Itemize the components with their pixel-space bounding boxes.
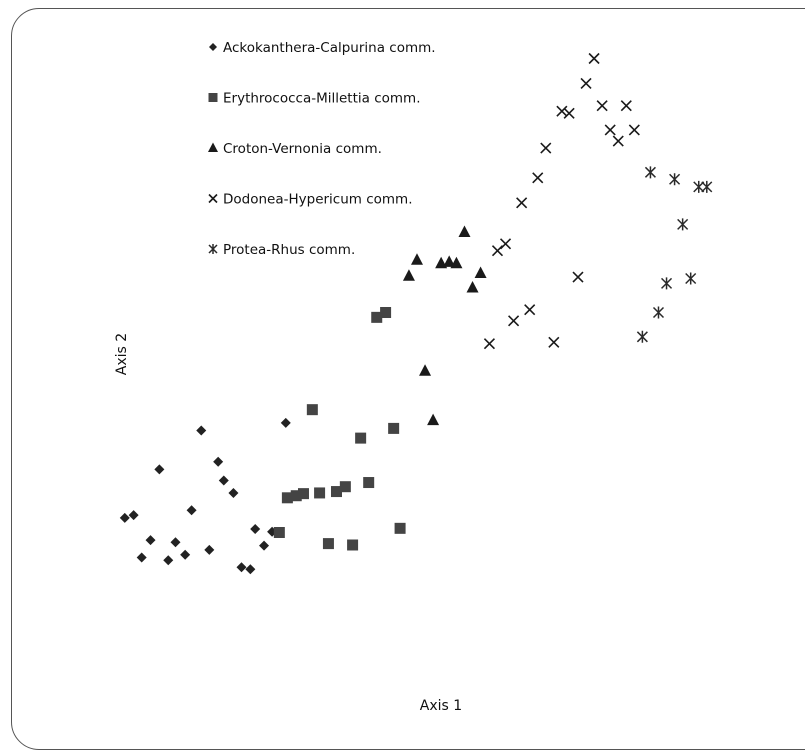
legend-label: Ackokanthera-Calpurina comm.: [223, 40, 436, 56]
legend-marker-triangle: [208, 142, 218, 152]
point-square: [281, 492, 293, 504]
point-x: [588, 52, 600, 65]
point-diamond: [136, 552, 147, 563]
point-x: [556, 105, 568, 117]
point-square: [371, 311, 383, 323]
legend-marker-x: [208, 193, 218, 204]
point-diamond: [154, 464, 165, 475]
point-square: [330, 486, 342, 498]
plot-area: [119, 52, 713, 575]
point-diamond: [250, 524, 261, 535]
point-square: [347, 539, 359, 551]
point-square: [355, 432, 367, 444]
point-asterisk: [644, 166, 656, 179]
point-asterisk: [661, 277, 673, 290]
point-x: [580, 77, 592, 90]
point-triangle: [474, 266, 487, 278]
chart-frame: [11, 8, 805, 750]
point-triangle: [402, 269, 415, 281]
point-diamond: [213, 456, 224, 467]
point-x: [491, 245, 504, 257]
x-axis-label: Axis 1: [420, 698, 462, 714]
point-diamond: [236, 562, 247, 573]
point-square: [339, 481, 351, 493]
point-triangle: [410, 253, 423, 265]
point-triangle: [466, 281, 479, 293]
point-triangle: [458, 225, 471, 237]
point-square: [380, 307, 392, 319]
point-square: [297, 488, 309, 500]
point-diamond: [163, 555, 174, 566]
point-diamond: [204, 544, 215, 555]
legend-marker-square: [208, 93, 218, 102]
legend-label: Dodonea-Hypericum comm.: [223, 192, 413, 208]
point-diamond: [170, 537, 181, 548]
legend-label: Erythrococca-Millettia comm.: [223, 91, 420, 107]
point-triangle: [427, 413, 440, 426]
point-square: [273, 527, 285, 538]
point-diamond: [196, 425, 207, 436]
point-square: [290, 490, 302, 502]
point-x: [604, 124, 616, 136]
point-x: [563, 107, 575, 119]
point-diamond: [128, 510, 139, 521]
point-triangle: [450, 256, 463, 269]
point-triangle: [443, 255, 456, 267]
point-diamond: [180, 549, 191, 560]
point-x: [508, 315, 520, 327]
point-asterisk: [685, 272, 697, 285]
point-x: [516, 197, 528, 209]
legend-marker-diamond: [209, 43, 217, 51]
point-diamond: [186, 505, 197, 516]
legend-marker-asterisk: [208, 244, 218, 254]
point-square: [363, 477, 375, 489]
point-asterisk: [701, 180, 713, 193]
point-asterisk: [636, 330, 648, 343]
point-diamond: [119, 512, 130, 523]
point-asterisk: [669, 173, 681, 186]
y-axis-label: Axis 2: [114, 333, 130, 375]
point-x: [483, 338, 496, 350]
point-square: [314, 487, 326, 499]
legend: Ackokanthera-Calpurina comm. Erythrococca…: [208, 40, 436, 258]
point-asterisk: [652, 306, 665, 319]
point-diamond: [280, 417, 291, 428]
point-x: [548, 336, 560, 348]
point-square: [388, 422, 400, 434]
point-x: [524, 304, 536, 316]
point-x: [540, 142, 552, 154]
scatter-chart: Ackokanthera-Calpurina comm. Erythrococca…: [114, 40, 713, 714]
point-x: [532, 172, 544, 184]
point-diamond: [218, 475, 229, 486]
point-x: [572, 271, 584, 283]
point-square: [322, 538, 334, 550]
point-diamond: [245, 564, 256, 575]
point-diamond: [145, 535, 156, 546]
point-asterisk: [693, 180, 705, 193]
point-square: [306, 404, 318, 416]
point-x: [596, 100, 608, 112]
point-x: [612, 135, 624, 147]
point-x: [620, 100, 632, 112]
point-x: [628, 124, 640, 136]
point-square: [394, 522, 406, 534]
point-diamond: [259, 540, 270, 551]
point-diamond: [228, 487, 239, 498]
point-triangle: [419, 364, 432, 376]
legend-label: Croton-Vernonia comm.: [223, 141, 382, 157]
point-asterisk: [677, 218, 689, 231]
legend-label: Protea-Rhus comm.: [223, 242, 355, 258]
